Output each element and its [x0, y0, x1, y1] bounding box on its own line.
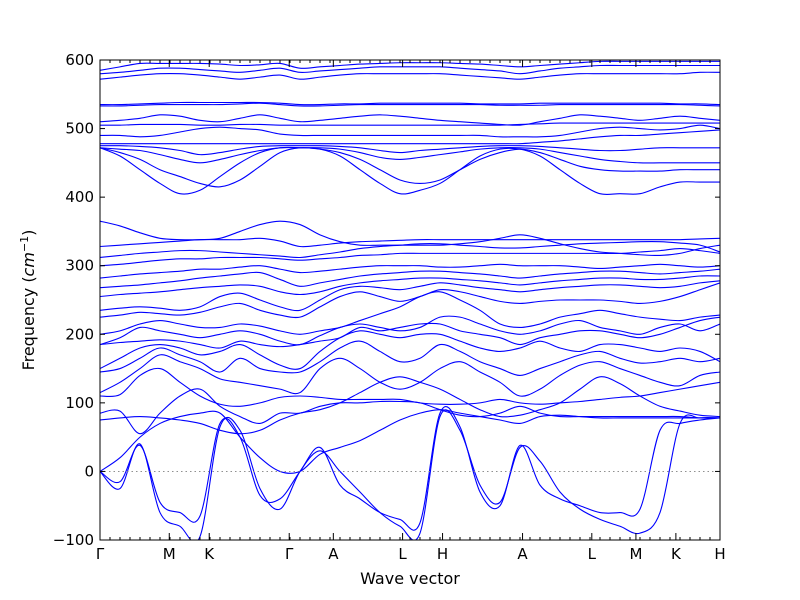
x-tick-label: L — [588, 545, 597, 563]
band-series-9 — [100, 330, 720, 370]
band-series-24 — [100, 147, 720, 164]
plot-frame — [99, 59, 721, 541]
band-series-27 — [100, 124, 720, 138]
band-series-6 — [100, 367, 720, 407]
y-tick-label: 200 — [65, 325, 94, 343]
x-tick-label: A — [517, 545, 528, 563]
band-series-26 — [100, 129, 720, 145]
band-series-10 — [100, 316, 720, 349]
band-series-31 — [100, 101, 720, 106]
band-series-19 — [100, 241, 720, 259]
x-tick-label: Γ — [285, 545, 294, 563]
band-series-15 — [100, 275, 720, 298]
band-series-3 — [100, 409, 720, 474]
x-tick-label: A — [328, 545, 339, 563]
y-tick-labels: −100 0 100 200 300 400 500 600 — [53, 51, 94, 549]
band-series-8 — [100, 340, 720, 376]
y-tick-label: 300 — [65, 257, 94, 275]
band-series-32 — [100, 71, 720, 80]
band-series-4 — [100, 376, 720, 435]
x-tick-label: M — [163, 545, 176, 563]
x-tick-label: H — [437, 545, 448, 563]
x-tick-label: L — [398, 545, 407, 563]
band-series-2 — [100, 406, 720, 531]
band-series-25 — [100, 145, 720, 156]
band-series-23 — [100, 147, 720, 188]
x-tick-label: H — [714, 545, 725, 563]
y-tick-label: −100 — [53, 531, 94, 549]
band-series-21 — [100, 220, 720, 257]
band-series-13 — [100, 282, 720, 319]
band-series-14 — [100, 280, 720, 312]
band-series-11 — [100, 315, 720, 346]
y-tick-label: 600 — [65, 51, 94, 69]
band-series-5 — [100, 388, 720, 435]
band-series-17 — [100, 263, 720, 279]
band-series-12 — [100, 291, 720, 335]
x-tick-label: K — [671, 545, 682, 563]
x-tick-label: K — [204, 545, 215, 563]
band-series-1 — [100, 409, 720, 540]
band-series-28 — [100, 122, 720, 126]
y-tick-label: 500 — [65, 120, 94, 138]
band-series-16 — [100, 268, 720, 289]
band-series-33 — [100, 64, 720, 75]
y-axis-label: Frequency (cm−1) — [18, 230, 38, 371]
y-tick-label: 0 — [84, 462, 94, 480]
x-tick-label: Γ — [96, 545, 105, 563]
band-series-7 — [100, 354, 720, 397]
x-axis-label: Wave vector — [360, 569, 460, 588]
y-tick-label: 400 — [65, 188, 94, 206]
x-tick-label: M — [629, 545, 642, 563]
band-series-22 — [100, 146, 720, 196]
band-series-29 — [100, 114, 720, 126]
band-lines — [100, 60, 720, 540]
y-tick-label: 100 — [65, 394, 94, 412]
band-series-30 — [100, 102, 720, 107]
